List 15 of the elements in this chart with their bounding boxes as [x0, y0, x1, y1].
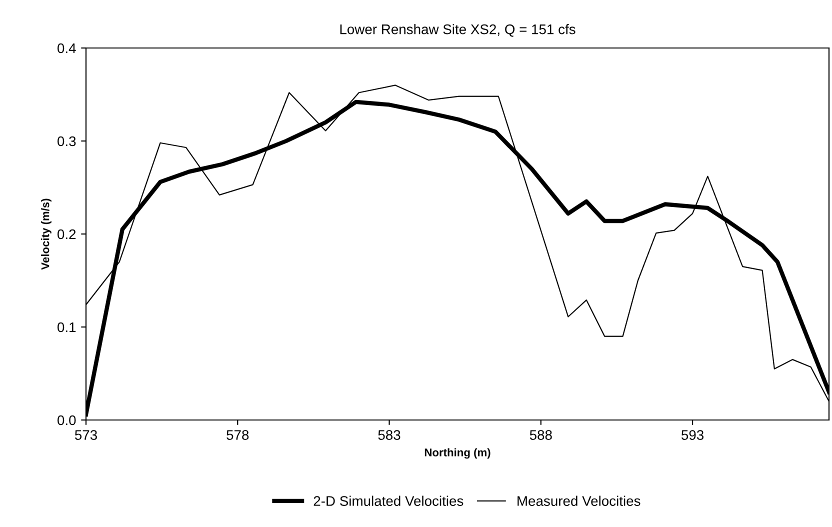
x-axis-title: Northing (m) — [424, 448, 490, 459]
x-tick-label: 578 — [226, 430, 249, 440]
y-tick-label: 0.2 — [58, 229, 76, 240]
chart-title: Lower Renshaw Site XS2, Q = 151 cfs — [340, 24, 576, 37]
y-tick-label: 0.4 — [58, 43, 76, 54]
y-tick-label: 0.0 — [58, 415, 76, 426]
legend-label: Measured Velocities — [518, 496, 640, 506]
y-axis-title: Velocity (m/s) — [41, 198, 52, 270]
y-tick-label: 0.1 — [58, 322, 76, 332]
legend-label: 2-D Simulated Velocities — [314, 496, 464, 506]
y-tick-label: 0.3 — [58, 136, 76, 146]
x-tick-label: 588 — [530, 430, 552, 440]
x-tick-label: 583 — [378, 430, 400, 440]
x-tick-label: 573 — [74, 430, 97, 440]
x-tick-label: 593 — [682, 430, 704, 440]
